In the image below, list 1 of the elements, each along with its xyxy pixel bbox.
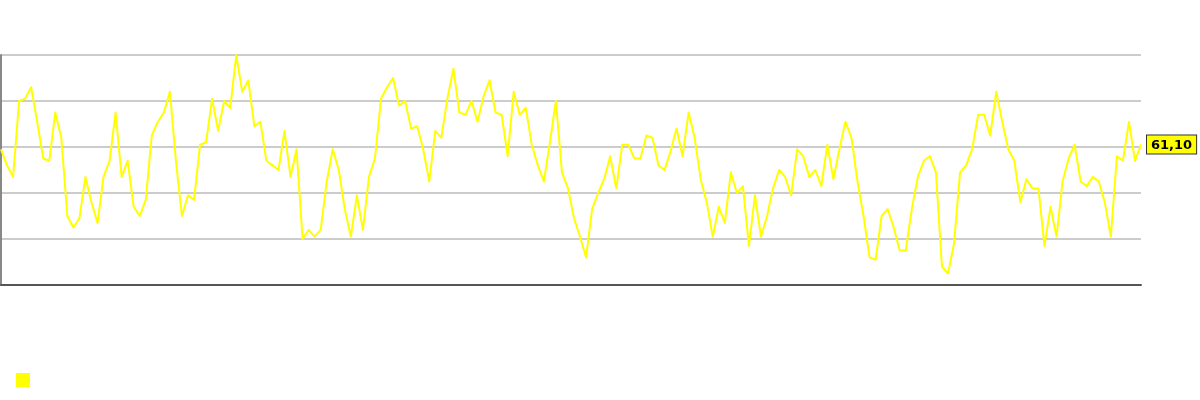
data-label: 61,10 [1151,136,1193,152]
